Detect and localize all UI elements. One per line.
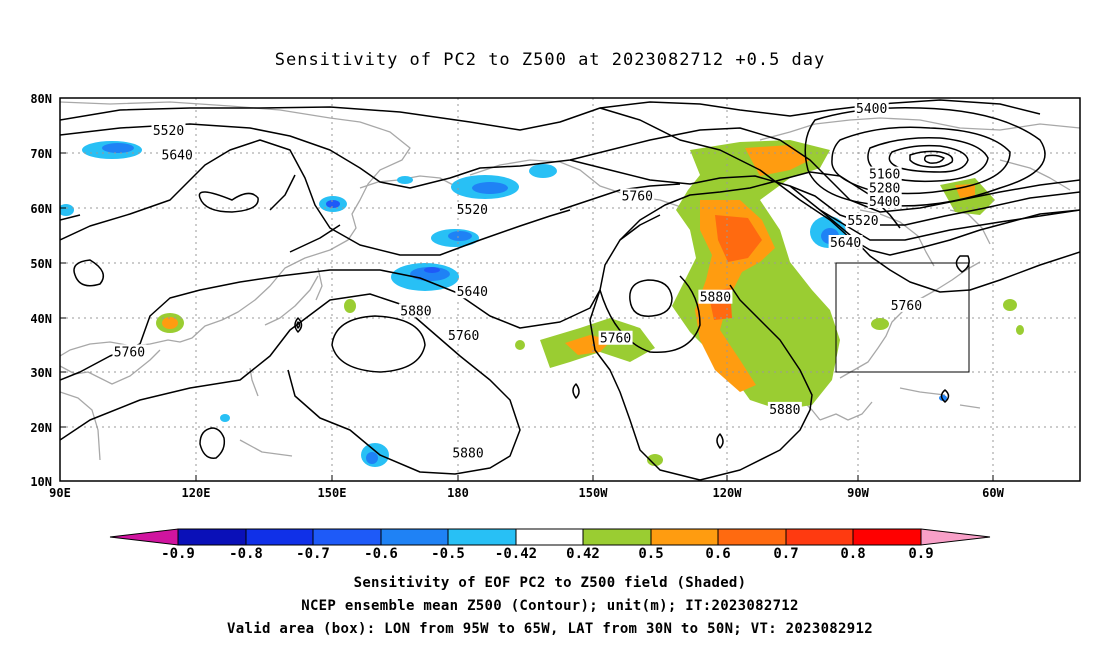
colorbar-high-triangle xyxy=(920,528,991,546)
contour-label-bg xyxy=(598,330,633,345)
lat-label: 10N xyxy=(30,475,52,489)
contour-label: 5760 xyxy=(448,329,479,344)
colorbar-label: -0.9 xyxy=(161,546,195,562)
colorbar-label: -0.7 xyxy=(296,546,330,562)
plot-title: Sensitivity of PC2 to Z500 at 2023082712… xyxy=(274,50,826,70)
lon-label: 150W xyxy=(579,486,609,500)
contour-label: 5520 xyxy=(457,203,488,218)
lat-label: 20N xyxy=(30,421,52,435)
colorbar-label: -0.6 xyxy=(364,546,398,562)
colorbar-label: 0.5 xyxy=(638,546,663,562)
lat-labels: 80N 70N 60N 50N 40N 30N 20N 10N xyxy=(30,92,52,489)
colorbar-box xyxy=(447,528,517,546)
lat-label: 50N xyxy=(30,257,52,271)
colorbar-box xyxy=(785,528,854,546)
lon-axis xyxy=(59,475,994,481)
colorbar-box xyxy=(650,528,719,546)
contour-label-bg xyxy=(455,202,490,217)
map-frame xyxy=(59,97,1081,482)
colorbar-box xyxy=(852,528,922,546)
contour-label-bg xyxy=(767,401,802,416)
contour-label-bg xyxy=(455,284,490,299)
valid-area-box xyxy=(835,262,970,373)
colorbar-box xyxy=(380,528,449,546)
contour-label: 5880 xyxy=(400,304,431,319)
contour-label: 5280 xyxy=(869,181,900,196)
colorbar-box xyxy=(312,528,382,546)
negative-sensitivity-shading xyxy=(60,141,947,467)
colorbar-box xyxy=(245,528,314,546)
contour-label-bg xyxy=(160,147,195,162)
colorbar-label: 0.6 xyxy=(705,546,730,562)
contour-label: 5520 xyxy=(847,214,878,229)
lon-label: 150E xyxy=(318,486,347,500)
colorbar-label: -0.42 xyxy=(495,546,537,562)
contour-label-bg xyxy=(451,445,485,460)
colorbar-label: 0.9 xyxy=(908,546,933,562)
colorbar-box xyxy=(717,528,787,546)
contour-label: 5640 xyxy=(162,148,193,163)
contour-label-bg xyxy=(889,297,924,312)
contour-label: 5760 xyxy=(622,189,653,204)
contour-label-bg xyxy=(867,180,902,195)
contour-label: 5640 xyxy=(457,285,488,300)
colorbar-label: 0.42 xyxy=(566,546,600,562)
contour-label: 5400 xyxy=(856,102,887,117)
contour-label-bg xyxy=(828,234,863,249)
contour-label-bg xyxy=(446,328,481,343)
contour-label-bg xyxy=(867,166,902,181)
lat-label: 70N xyxy=(30,147,52,161)
contour-label: 5880 xyxy=(452,447,483,462)
colorbar-label: 0.8 xyxy=(840,546,865,562)
contour-label: 5760 xyxy=(600,332,631,347)
lat-axis xyxy=(60,97,66,482)
contour-label-layer: 5520 5640 5520 5640 5760 5880 5760 5880 5760 5760… xyxy=(112,100,924,462)
lat-label: 80N xyxy=(30,92,52,106)
lon-label: 120E xyxy=(182,486,211,500)
contour-label-bg xyxy=(845,213,880,228)
lat-label: 40N xyxy=(30,312,52,326)
contour-label-bg xyxy=(854,100,889,115)
colorbar-label: -0.8 xyxy=(229,546,263,562)
colorbar-box xyxy=(177,528,247,546)
contour-label-bg xyxy=(151,122,186,137)
contour-label: 5760 xyxy=(891,299,922,314)
lat-label: 60N xyxy=(30,202,52,216)
contour-label: 5760 xyxy=(114,345,145,360)
lon-labels: 90E 120E 150E 180 150W 120W 90W 60W xyxy=(49,486,1004,500)
contour-label-bg xyxy=(698,289,733,304)
contour-label: 5520 xyxy=(153,124,184,139)
contour-label-bg xyxy=(867,193,902,208)
colorbar-box xyxy=(582,528,652,546)
colorbar-low-triangle xyxy=(109,528,179,546)
caption-valid-area: Valid area (box): LON from 95W to 65W, L… xyxy=(227,621,873,637)
lon-label: 120W xyxy=(713,486,743,500)
lon-label: 60W xyxy=(982,486,1004,500)
contour-label-bg xyxy=(620,188,655,203)
colorbar-box xyxy=(515,528,584,546)
contour-label-bg xyxy=(398,303,433,318)
contour-label: 5640 xyxy=(830,236,861,251)
colorbar-label: 0.7 xyxy=(773,546,798,562)
contour-label: 5400 xyxy=(869,195,900,210)
caption-contour: NCEP ensemble mean Z500 (Contour); unit(… xyxy=(301,598,799,614)
lon-label: 90W xyxy=(847,486,869,500)
colorbar-label: -0.5 xyxy=(431,546,465,562)
contour-label: 5880 xyxy=(769,403,800,418)
lat-label: 30N xyxy=(30,366,52,380)
lon-label: 180 xyxy=(447,486,469,500)
lon-label: 90E xyxy=(49,486,71,500)
colorbar xyxy=(109,528,991,546)
contour-label: 5880 xyxy=(700,291,731,306)
z500-contours xyxy=(60,99,1080,481)
contour-label: 5160 xyxy=(869,168,900,183)
contour-label-bg xyxy=(112,344,147,359)
caption-shading: Sensitivity of EOF PC2 to Z500 field (Sh… xyxy=(353,575,747,591)
colorbar-labels: -0.9 -0.8 -0.7 -0.6 -0.5 -0.42 0.42 0.5 … xyxy=(161,546,934,562)
